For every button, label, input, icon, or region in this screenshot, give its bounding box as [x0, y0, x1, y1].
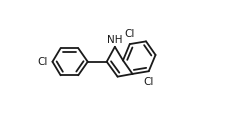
Text: NH: NH	[107, 35, 123, 45]
Text: Cl: Cl	[125, 29, 135, 39]
Text: Cl: Cl	[37, 57, 48, 67]
Text: Cl: Cl	[143, 77, 154, 87]
